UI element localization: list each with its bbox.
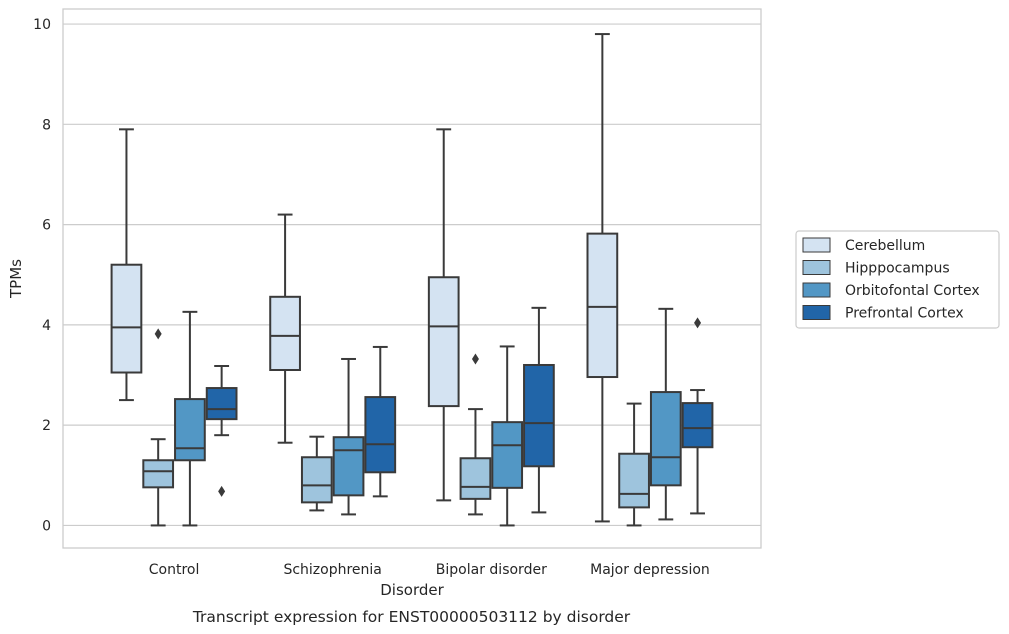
- box-iqr: [110, 263, 143, 374]
- box-iqr: [618, 452, 650, 509]
- box-orbitofontal-cortex-schizophrenia: [332, 357, 365, 516]
- x-tick-label: Major depression: [590, 562, 710, 578]
- legend-frame: [795, 230, 1000, 329]
- box-cerebellum-major-depression: [586, 33, 619, 523]
- y-tick-label: 6: [42, 218, 51, 234]
- box-hipppocampus-major-depression: [618, 402, 650, 527]
- legend-label: Hipppocampus: [845, 261, 950, 277]
- box-iqr: [332, 436, 365, 497]
- x-tick-labels: Control Schizophrenia Bipolar disorder Majo…: [149, 562, 710, 578]
- box-iqr: [364, 396, 397, 474]
- legend-label: Cerebellum: [845, 238, 925, 254]
- box-hipppocampus-schizophrenia: [300, 435, 333, 512]
- outlier-point: [154, 328, 162, 340]
- box-hipppocampus-bipolar-disorder: [459, 353, 492, 516]
- box-orbitofontal-cortex-bipolar-disorder: [491, 345, 524, 527]
- legend-swatch: [802, 305, 831, 320]
- box-cerebellum-control: [110, 128, 143, 402]
- y-tick-label: 10: [33, 17, 51, 33]
- legend-label: Prefrontal Cortex: [845, 306, 964, 322]
- legend-swatch: [802, 237, 831, 253]
- box-cerebellum-bipolar-disorder: [427, 128, 460, 502]
- outlier-point: [694, 317, 702, 329]
- legend: Cerebellum Hipppocampus Orbitofontal Corte…: [795, 230, 1000, 329]
- outlier-point: [218, 485, 226, 497]
- box-prefrontal-cortex-schizophrenia: [364, 345, 397, 498]
- legend-label: Orbitofontal Cortex: [845, 283, 980, 299]
- box-prefrontal-cortex-bipolar-disorder: [523, 306, 555, 514]
- box-iqr: [649, 391, 682, 487]
- box-hipppocampus-control: [142, 328, 175, 527]
- box-iqr: [523, 363, 555, 468]
- box-iqr: [491, 421, 524, 489]
- box-orbitofontal-cortex-major-depression: [649, 307, 682, 521]
- x-tick-label: Schizophrenia: [283, 562, 381, 578]
- x-tick-label: Control: [149, 562, 200, 578]
- box-groups: [110, 33, 714, 527]
- legend-swatch: [802, 260, 831, 275]
- x-tick-label: Bipolar disorder: [436, 562, 547, 578]
- y-tick-labels: 0 2 4 6 8 10: [33, 17, 51, 534]
- y-tick-label: 4: [42, 318, 51, 334]
- chart-caption: Transcript expression for ENST0000050311…: [192, 608, 631, 626]
- legend-swatch: [802, 282, 831, 298]
- box-cerebellum-schizophrenia: [269, 213, 301, 444]
- y-tick-label: 0: [42, 518, 51, 534]
- box-iqr: [427, 276, 460, 408]
- box-iqr: [586, 232, 619, 379]
- box-orbitofontal-cortex-control: [174, 310, 206, 527]
- box-iqr: [174, 398, 206, 462]
- box-iqr: [681, 402, 714, 449]
- box-iqr: [205, 387, 238, 421]
- x-axis-label: Disorder: [380, 581, 444, 599]
- box-iqr: [459, 457, 492, 500]
- box-iqr: [269, 295, 301, 372]
- y-axis-label: TPMs: [7, 259, 25, 299]
- box-iqr: [300, 456, 333, 504]
- box-prefrontal-cortex-major-depression: [681, 317, 714, 515]
- y-tick-label: 8: [42, 117, 51, 133]
- y-tick-label: 2: [42, 418, 51, 434]
- box-prefrontal-cortex-control: [205, 364, 238, 497]
- box-iqr: [142, 459, 175, 489]
- plot-frame: [62, 8, 762, 549]
- outlier-point: [471, 353, 479, 365]
